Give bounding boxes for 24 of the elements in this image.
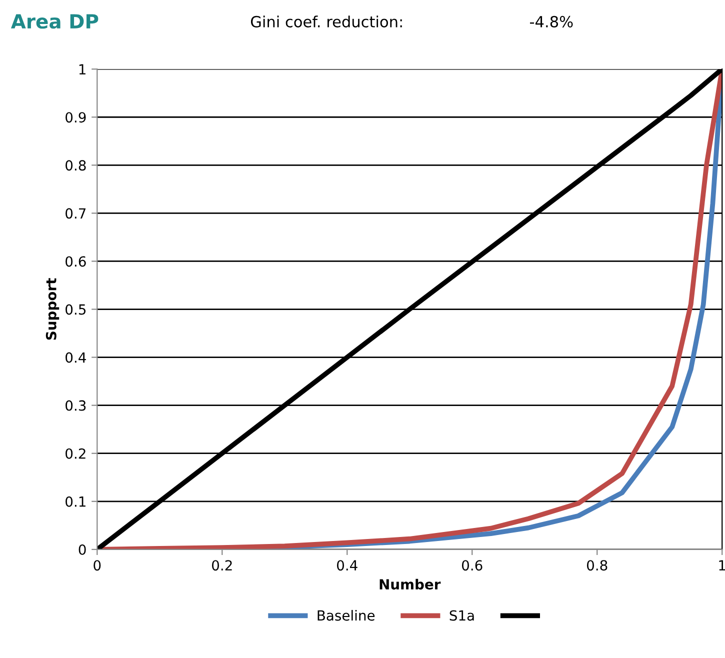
y-tick-label: 0.7 [66,208,86,219]
y-tick-label: 0.5 [66,304,86,315]
x-tick-label: 1 [719,560,725,570]
x-tick-label: 0 [94,560,101,571]
y-tick-label: 0 [78,544,86,555]
y-tick-label: 0.4 [66,352,86,363]
y-tick-label: 0.8 [66,160,86,171]
y-tick-label: 0.3 [66,400,86,411]
legend-label: S1a [450,610,474,621]
text: -4.8% [530,16,573,28]
x-tick-label: 0.4 [337,560,358,571]
x-tick-label: 0.2 [212,560,232,571]
y-tick-label: 0.9 [66,112,86,123]
chart-subtitle: Gini coef. reduction: [250,16,402,28]
y-tick-label: 0.1 [66,496,86,507]
legend-label: Baseline [318,610,375,621]
x-tick-label: 0.6 [462,560,482,571]
x-tick-label: 0.8 [586,560,608,571]
y-axis-title: Support [46,278,60,340]
y-tick-label: 1 [79,64,86,74]
y-tick-label: 0.6 [66,256,86,267]
x-axis-title: Number [380,578,441,590]
y-tick-label: 0.2 [66,448,86,459]
chart-title: Area DP [10,14,98,29]
